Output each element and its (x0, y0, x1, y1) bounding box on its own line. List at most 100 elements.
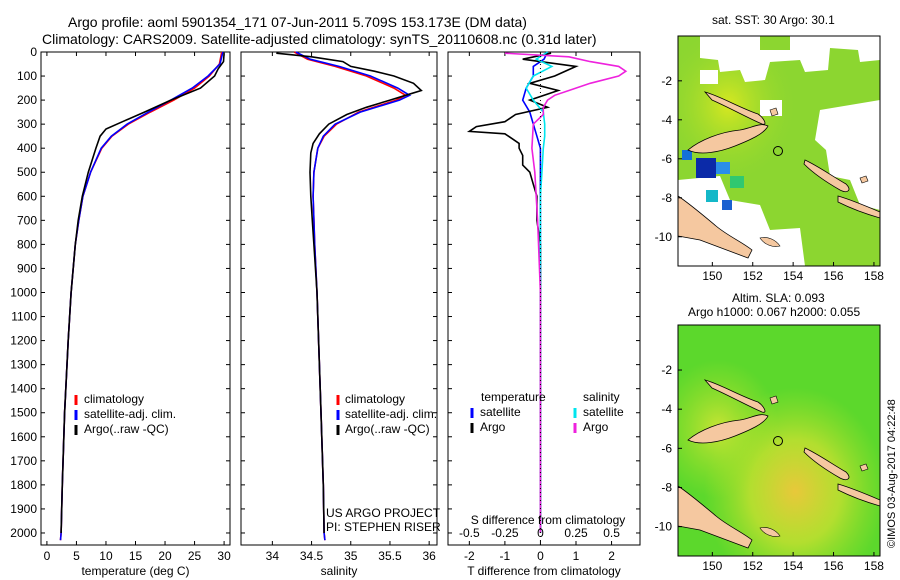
map-y-tick-label: -6 (661, 152, 672, 166)
depth-tick-label: 600 (17, 189, 37, 203)
x-tick-label: -2 (464, 549, 475, 563)
sla-land-png (678, 485, 753, 549)
sst-map (678, 36, 880, 266)
sla-land-islands (759, 395, 869, 537)
sst-land-newireland (703, 91, 766, 125)
legend-label: climatology (84, 392, 144, 406)
sst-land-png (678, 195, 753, 259)
s-tick-label: 0 (537, 526, 544, 540)
s-tick-label: 0.5 (603, 526, 620, 540)
figure-title-line1: Argo profile: aoml 5901354_171 07-Jun-20… (68, 14, 527, 30)
series-line (276, 52, 423, 534)
x-tick-label: 10 (99, 549, 113, 563)
map-x-tick-label: 156 (824, 269, 844, 283)
sla-map-title: Altim. SLA: 0.093 (732, 291, 825, 305)
difference-panel: -2 -1 0 1 2T difference from climatology -0.5… (447, 51, 641, 578)
legend-title: salinity (583, 390, 620, 404)
imos-timestamp: ©IMOS 03-Aug-2017 04:22:48 (886, 399, 898, 548)
map-y-tick-label: -8 (661, 191, 672, 205)
map-x-tick-label: 150 (702, 559, 722, 573)
map-x-tick-label: 150 (702, 269, 722, 283)
sst-land-solomons (837, 195, 880, 219)
s-axis-label: S difference from climatology (471, 513, 626, 527)
map-x-tick-label: 154 (783, 559, 803, 573)
x-tick-label: 35 (344, 549, 358, 563)
depth-tick-label: 1600 (10, 430, 37, 444)
x-tick-label: 2 (608, 549, 615, 563)
temperature-panel: 0100200300400500600700800900100011001200… (10, 45, 231, 578)
sla-land-newbritain (687, 414, 769, 444)
sst-land-bougainville (803, 159, 850, 192)
map-y-tick-label: -10 (655, 520, 673, 534)
map-x-tick-label: 158 (864, 559, 884, 573)
sla-land-solomons (837, 483, 880, 507)
map-y-tick-label: -2 (661, 74, 672, 88)
sla-land-newireland (703, 379, 766, 413)
depth-tick-label: 1400 (10, 382, 37, 396)
depth-tick-label: 400 (17, 141, 37, 155)
legend-label: Argo(..raw -QC) (345, 422, 430, 436)
x-tick-label: -1 (500, 549, 511, 563)
legend-label: Argo (583, 420, 609, 434)
sst-map-axes: 150 152 154 156 158 -2 -4 -6 -8 -10 (655, 74, 885, 283)
legend-title: temperature (481, 390, 546, 404)
pi-credit: PI: STEPHEN RISER (326, 520, 441, 534)
s-tick-label: 0.25 (564, 526, 588, 540)
map-y-tick-label: -2 (661, 363, 672, 377)
plot-frame (240, 51, 438, 546)
project-credit: US ARGO PROJECT (326, 506, 441, 520)
sst-nodata-cell (700, 70, 718, 84)
depth-tick-label: 500 (17, 165, 37, 179)
map-y-tick-label: -10 (655, 230, 673, 244)
map-y-tick-label: -8 (661, 480, 672, 494)
map-y-tick-label: -4 (661, 113, 672, 127)
sst-nodata-top (700, 36, 880, 82)
figure-title-line2: Climatology: CARS2009. Satellite-adjuste… (42, 31, 597, 47)
depth-tick-label: 1800 (10, 478, 37, 492)
x-tick-label: 0 (44, 549, 51, 563)
legend-label: satellite-adj. clim. (84, 407, 176, 421)
map-x-tick-label: 156 (824, 559, 844, 573)
depth-tick-label: 1100 (11, 310, 37, 324)
map-x-tick-label: 152 (743, 269, 763, 283)
map-y-tick-label: -6 (661, 441, 672, 455)
sla-map-frame (677, 324, 881, 557)
legend-label: satellite (480, 405, 521, 419)
depth-tick-label: 900 (17, 261, 37, 275)
depth-tick-label: 100 (17, 69, 37, 83)
s-tick-label: -0.25 (491, 526, 519, 540)
depth-tick-label: 300 (17, 117, 37, 131)
legend-label: satellite (583, 405, 624, 419)
s-tick-label: -0.5 (459, 526, 480, 540)
x-tick-label: 0 (537, 549, 544, 563)
x-tick-label: 1 (573, 549, 580, 563)
x-tick-label: 36 (422, 549, 436, 563)
sst-cool-cell (706, 190, 718, 202)
depth-tick-label: 700 (17, 213, 37, 227)
sla-map-subtitle: Argo h1000: 0.067 h2000: 0.055 (688, 305, 860, 319)
depth-tick-label: 1500 (10, 406, 37, 420)
depth-tick-label: 800 (17, 237, 37, 251)
x-tick-label: 30 (217, 549, 231, 563)
sst-cool-cell (730, 176, 744, 188)
sst-map-frame (677, 35, 881, 267)
depth-tick-label: 1900 (10, 502, 37, 516)
sla-map-axes: 150 152 154 156 158 -2 -4 -6 -8 -10 (655, 363, 885, 573)
depth-tick-label: 0 (30, 45, 37, 59)
legend-label: satellite-adj. clim. (345, 407, 437, 421)
depth-tick-label: 1300 (10, 358, 37, 372)
map-x-tick-label: 152 (743, 559, 763, 573)
x-tick-label: 20 (158, 549, 172, 563)
x-axis-label: temperature (deg C) (81, 564, 189, 578)
sst-cool-cell (682, 150, 692, 160)
plot-frame (40, 51, 231, 546)
series-line (504, 52, 628, 533)
x-tick-label: 25 (188, 549, 202, 563)
sst-cool-cell (716, 162, 730, 174)
depth-tick-label: 1000 (10, 285, 37, 299)
sla-argo-location (773, 436, 783, 446)
x-tick-label: 35.5 (378, 549, 402, 563)
map-y-tick-label: -4 (661, 402, 672, 416)
sla-land-bougainville (803, 447, 850, 480)
